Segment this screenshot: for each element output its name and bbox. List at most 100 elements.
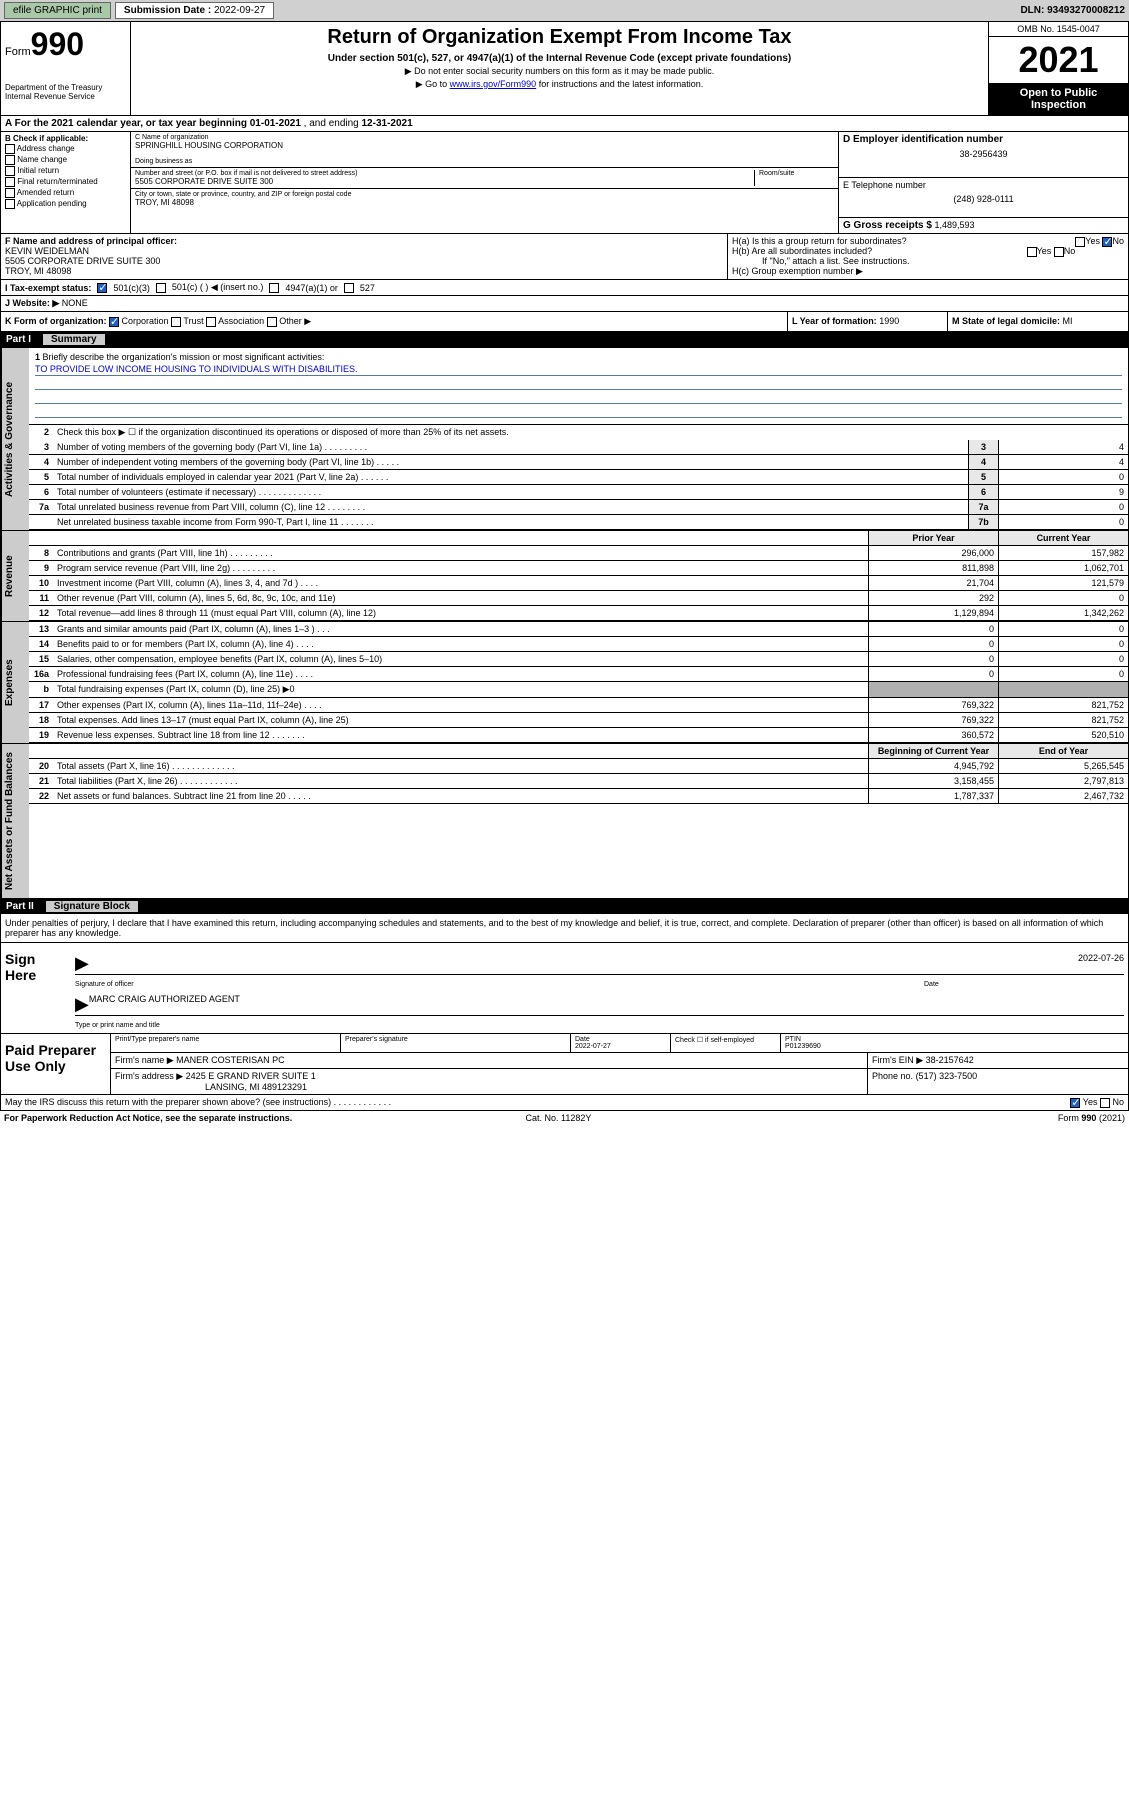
- line-text: Benefits paid to or for members (Part IX…: [53, 637, 868, 651]
- gross-receipts: 1,489,593: [934, 220, 974, 230]
- org-city: TROY, MI 48098: [135, 198, 834, 207]
- k-corp: Corporation: [122, 316, 169, 326]
- gov-line-box: 7b: [968, 515, 998, 529]
- firm-ein-label: Firm's EIN ▶: [872, 1055, 923, 1065]
- firm-addr2: LANSING, MI 489123291: [115, 1082, 307, 1092]
- website-value: NONE: [62, 298, 88, 308]
- bcd-row: B Check if applicable: Address change Na…: [0, 132, 1129, 234]
- line-13: 13 Grants and similar amounts paid (Part…: [29, 622, 1128, 637]
- hb-yes-checkbox[interactable]: [1027, 247, 1037, 257]
- line-num: 12: [29, 606, 53, 620]
- c-name-label: C Name of organization: [135, 134, 834, 141]
- line-prior: 3,158,455: [868, 774, 998, 788]
- part-ii-num: Part II: [6, 901, 34, 912]
- line-text: Program service revenue (Part VIII, line…: [53, 561, 868, 575]
- line-prior: 1,129,894: [868, 606, 998, 620]
- b-opt-address[interactable]: Address change: [5, 144, 126, 154]
- line-21: 21 Total liabilities (Part X, line 26) .…: [29, 774, 1128, 789]
- section-h: H(a) Is this a group return for subordin…: [728, 234, 1128, 279]
- sub-date-value: 2022-09-27: [214, 5, 265, 16]
- m-label: M State of legal domicile:: [952, 316, 1060, 326]
- ha-no-checkbox[interactable]: [1102, 237, 1112, 247]
- section-d: D Employer identification number 38-2956…: [839, 132, 1128, 178]
- line-num: 9: [29, 561, 53, 575]
- k-corp-checkbox[interactable]: [109, 317, 119, 327]
- hb-no-checkbox[interactable]: [1054, 247, 1064, 257]
- revenue-section: Revenue Prior Year Current Year 8 Contri…: [0, 531, 1129, 622]
- prep-h2: Preparer's signature: [341, 1034, 571, 1052]
- gov-line-text: Number of voting members of the governin…: [53, 440, 968, 454]
- section-l: L Year of formation: 1990: [788, 312, 948, 331]
- dln-label: DLN:: [1020, 5, 1044, 16]
- officer-addr1: 5505 CORPORATE DRIVE SUITE 300: [5, 256, 160, 266]
- gov-line-val: 4: [998, 455, 1128, 469]
- instr-link-row: ▶ Go to www.irs.gov/Form990 for instruct…: [135, 79, 984, 90]
- gov-line-6: 6 Total number of volunteers (estimate i…: [29, 485, 1128, 500]
- i-501c-checkbox[interactable]: [156, 283, 166, 293]
- i-o3: 4947(a)(1) or: [285, 283, 338, 293]
- line-15: 15 Salaries, other compensation, employe…: [29, 652, 1128, 667]
- gov-line-box: 6: [968, 485, 998, 499]
- b-opt-initial[interactable]: Initial return: [5, 166, 126, 176]
- efile-button[interactable]: efile GRAPHIC print: [4, 2, 111, 19]
- year-formation: 1990: [879, 316, 899, 326]
- i-501c3-checkbox[interactable]: [97, 283, 107, 293]
- b-opt-name[interactable]: Name change: [5, 155, 126, 165]
- line-text: Total assets (Part X, line 16) . . . . .…: [53, 759, 868, 773]
- d-label: D Employer identification number: [843, 134, 1003, 145]
- toolbar: efile GRAPHIC print Submission Date : 20…: [0, 0, 1129, 21]
- line1-num: 1: [35, 352, 40, 362]
- line-num: 17: [29, 698, 53, 712]
- part-ii-title: Signature Block: [46, 901, 138, 912]
- line-16a: 16a Professional fundraising fees (Part …: [29, 667, 1128, 682]
- line-num: 22: [29, 789, 53, 803]
- mission-line2: [35, 378, 1122, 390]
- b-opt-final[interactable]: Final return/terminated: [5, 177, 126, 187]
- hc-label: H(c) Group exemption number ▶: [732, 266, 1124, 277]
- line-11: 11 Other revenue (Part VIII, column (A),…: [29, 591, 1128, 606]
- k-trust-checkbox[interactable]: [171, 317, 181, 327]
- gov-line-box: 3: [968, 440, 998, 454]
- gov-line-4: 4 Number of independent voting members o…: [29, 455, 1128, 470]
- i-4947-checkbox[interactable]: [269, 283, 279, 293]
- c-addr-block: Number and street (or P.O. box if mail i…: [131, 168, 838, 189]
- line-prior: 4,945,792: [868, 759, 998, 773]
- hb-no: No: [1064, 246, 1076, 256]
- line-current: 520,510: [998, 728, 1128, 742]
- line-current: [998, 682, 1128, 697]
- b-label: B Check if applicable:: [5, 134, 88, 143]
- irs-link[interactable]: www.irs.gov/Form990: [450, 79, 537, 89]
- line-14: 14 Benefits paid to or for members (Part…: [29, 637, 1128, 652]
- b-opt-pending[interactable]: Application pending: [5, 199, 126, 209]
- addr-label: Number and street (or P.O. box if mail i…: [135, 170, 754, 177]
- b-opt-initial-text: Initial return: [17, 166, 59, 175]
- line-12: 12 Total revenue—add lines 8 through 11 …: [29, 606, 1128, 621]
- irs-label: Internal Revenue Service: [5, 92, 126, 101]
- line-19: 19 Revenue less expenses. Subtract line …: [29, 728, 1128, 743]
- ha-yes-checkbox[interactable]: [1075, 237, 1085, 247]
- na-body: Beginning of Current Year End of Year 20…: [29, 744, 1128, 898]
- b-opt-amended[interactable]: Amended return: [5, 188, 126, 198]
- line-prior: 0: [868, 637, 998, 651]
- l-label: L Year of formation:: [792, 316, 877, 326]
- org-address: 5505 CORPORATE DRIVE SUITE 300: [135, 177, 754, 186]
- gov-line-num: 6: [29, 485, 53, 499]
- gov-line-val: 0: [998, 515, 1128, 529]
- k-other-checkbox[interactable]: [267, 317, 277, 327]
- submission-date-box: Submission Date : 2022-09-27: [115, 2, 274, 19]
- eoy-hdr: End of Year: [998, 744, 1128, 758]
- i-527-checkbox[interactable]: [344, 283, 354, 293]
- firm-ein-cell: Firm's EIN ▶ 38-2157642: [868, 1053, 1128, 1068]
- room-label: Room/suite: [754, 170, 834, 186]
- line-text: Grants and similar amounts paid (Part IX…: [53, 622, 868, 636]
- line-text: Total revenue—add lines 8 through 11 (mu…: [53, 606, 868, 620]
- ha-yes: Yes: [1085, 236, 1100, 246]
- discuss-no-checkbox[interactable]: [1100, 1098, 1110, 1108]
- line-prior: 292: [868, 591, 998, 605]
- i-label: I Tax-exempt status:: [5, 283, 91, 293]
- prep-h5: PTIN: [785, 1036, 801, 1043]
- discuss-yes-checkbox[interactable]: [1070, 1098, 1080, 1108]
- dln-box: DLN: 93493270008212: [1020, 5, 1125, 16]
- line-prior: 0: [868, 652, 998, 666]
- k-assoc-checkbox[interactable]: [206, 317, 216, 327]
